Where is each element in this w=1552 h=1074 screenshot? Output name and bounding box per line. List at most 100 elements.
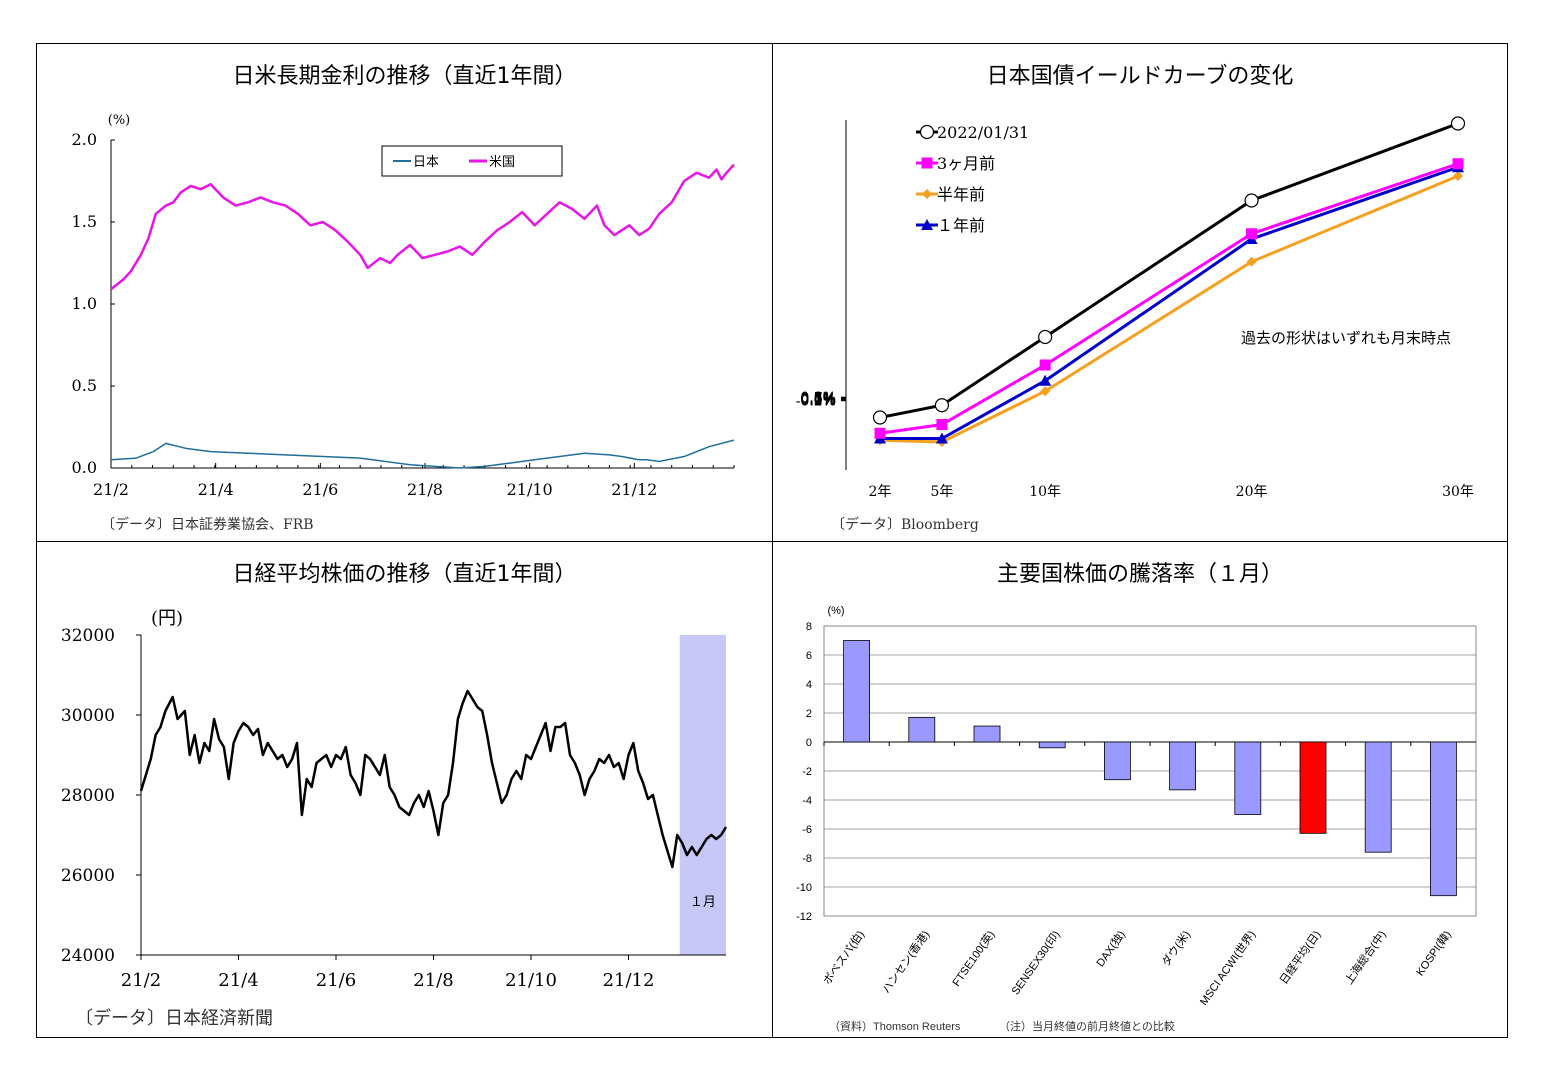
y-tick-label: 32000: [61, 626, 115, 646]
legend-label: 半年前: [937, 185, 985, 204]
y-tick-label: -12: [796, 911, 812, 923]
unit-label: (%): [827, 605, 844, 617]
bar: [1299, 741, 1327, 834]
y-tick-label: 24000: [61, 946, 115, 966]
bar: [973, 725, 1001, 743]
series-line-nikkei: [139, 689, 728, 869]
x-tick-label: SENSEX30(印): [1009, 928, 1063, 997]
x-tick-label: FTSE100(英): [949, 928, 998, 989]
chart-title: 主要国株価の騰落率（１月）: [996, 562, 1283, 587]
bar: [843, 640, 870, 743]
y-tick-label: 0: [806, 737, 812, 749]
source-note: 〔データ〕日本証券業協会、FRB: [101, 517, 314, 533]
x-tick-label: 21/2: [93, 480, 129, 499]
y-tick-label: -2: [802, 766, 812, 778]
highlight-label: １月: [690, 895, 716, 910]
chart-title: 日米長期金利の推移（直近1年間）: [232, 64, 577, 89]
x-tick-label: 21/10: [507, 480, 553, 499]
bar: [1103, 741, 1131, 781]
x-tick-label: ダウ(米): [1158, 928, 1193, 969]
y-tick-label: -4: [802, 795, 812, 807]
data-point: [921, 219, 933, 230]
y-tick-label: -10: [796, 882, 812, 894]
y-tick-label: -0.1%: [796, 393, 836, 409]
highlight-band: [679, 635, 726, 955]
x-tick-label: 21/10: [505, 970, 557, 991]
y-tick-label: 0.7%: [800, 391, 836, 407]
bar: [1430, 741, 1457, 897]
x-tick-label: 21/12: [603, 970, 655, 991]
y-tick-label: 28000: [61, 786, 115, 806]
series-line-japan: [110, 439, 735, 469]
x-tick-label: DAX(独): [1094, 928, 1128, 969]
y-tick-label: 1.0: [72, 294, 97, 313]
unit-label: (円): [151, 608, 183, 629]
unit-label: (%): [108, 113, 131, 128]
bar: [1364, 741, 1392, 853]
data-point: [1246, 228, 1258, 240]
x-tick-label: 21/6: [302, 480, 338, 499]
data-point: [1038, 329, 1053, 345]
x-tick-label: 21/2: [121, 970, 161, 991]
source-note: 〔データ〕Bloomberg: [831, 517, 979, 533]
x-tick-label: 21/8: [413, 970, 453, 991]
data-point: [872, 410, 888, 425]
y-tick-label: 0.0%: [800, 393, 836, 409]
chart-title: 日本国債イールドカーブの変化: [986, 64, 1294, 89]
bar: [1038, 741, 1066, 749]
x-tick-label: MSCI ACWI(世界): [1197, 928, 1258, 1008]
data-point: [1039, 359, 1051, 371]
y-tick-label: 6: [806, 650, 812, 662]
x-tick-label: ハンセン(香港): [880, 928, 933, 996]
x-tick-label: KOSPI(韓): [1413, 928, 1453, 978]
y-tick-label: 30000: [61, 706, 115, 726]
data-point: [935, 432, 948, 444]
x-tick-label: 20年: [1236, 484, 1268, 500]
y-tick-label: 0.5%: [800, 391, 836, 407]
jgb-yield-curve-chart: -0.2%-0.1%0.0%0.1%0.2%0.3%0.4%0.5%0.6%0.…: [796, 116, 1474, 500]
data-point: [1246, 256, 1257, 267]
source-note: （資料）Thomson Reuters: [829, 1021, 961, 1033]
y-tick-label: 1.5: [72, 212, 97, 231]
data-point: [874, 427, 886, 439]
series-line-us: [110, 163, 735, 291]
x-tick-label: 21/4: [218, 970, 258, 991]
x-tick-label: 21/4: [198, 480, 234, 499]
nikkei-panel: 日経平均株価の推移（直近1年間） １月 24000 26000 28000 30000 3…: [36, 541, 773, 1038]
legend-label: 2022/01/31: [937, 123, 1029, 142]
series-line: [879, 162, 1459, 435]
legend-label: 米国: [489, 154, 515, 169]
data-point: [936, 419, 948, 430]
source-note: 〔データ〕日本経済新聞: [75, 1008, 273, 1029]
y-tick-label: 0.0: [72, 458, 97, 477]
stock-change-panel: 主要国株価の騰落率（１月） -12 -10 -8 -6 -4 -2 0 2 4 6 8 (%) ボベスパ…: [772, 541, 1508, 1038]
y-tick-label: -6: [802, 824, 812, 836]
x-tick-label: 2年: [869, 484, 892, 500]
y-tick-label: 2: [806, 708, 812, 720]
y-tick-label: 0.4%: [800, 392, 836, 408]
bar: [1169, 741, 1197, 791]
bar: [908, 716, 936, 743]
y-tick-label: -8: [802, 853, 812, 865]
series-line: [880, 165, 1459, 440]
x-tick-label: 21/6: [316, 970, 356, 991]
data-point: [1039, 374, 1052, 386]
x-tick-label: ボベスパ(伯): [820, 928, 867, 987]
x-tick-label: 21/8: [407, 480, 443, 499]
y-tick-label: -0.2%: [796, 394, 836, 410]
data-point: [919, 124, 935, 140]
bar: [1234, 741, 1262, 815]
data-point: [1040, 386, 1051, 397]
y-tick-label: 0.1%: [800, 393, 836, 409]
x-tick-label: 上海総合(中): [1341, 928, 1388, 987]
jp-us-yield-chart: 0.0 0.5 1.0 1.5 2.0 (%) 21/2 21/4 21/6 21/8 21/10 2…: [72, 113, 735, 499]
y-tick-label: 4: [806, 679, 812, 691]
legend-label: 3ヶ月前: [937, 154, 995, 173]
legend-label: １年前: [937, 216, 985, 235]
data-point: [1450, 116, 1466, 131]
data-point: [1244, 193, 1259, 208]
jp-us-yield-panel: 日米長期金利の推移（直近1年間） 0.0 0.5 1.0 1.5 2.0 (%) 21/2 2…: [36, 43, 773, 542]
x-tick-label: 日経平均(日): [1277, 928, 1323, 987]
jgb-yield-curve-panel: 日本国債イールドカーブの変化 -0.2% -0.1% 0.0% 0.1% 0.2% 0.3…: [772, 43, 1508, 542]
y-tick-label: 0.3%: [800, 392, 836, 408]
